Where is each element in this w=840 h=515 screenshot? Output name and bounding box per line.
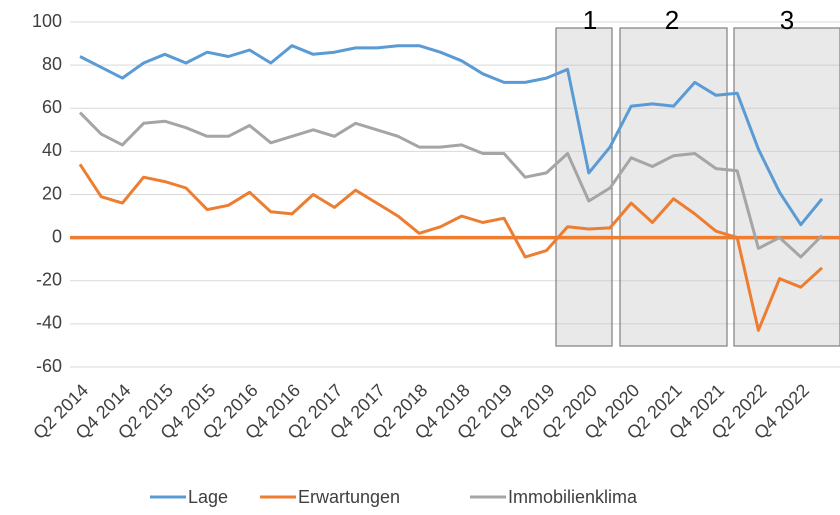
y-tick-label: -40 [36,313,62,333]
y-tick-label: 0 [52,226,62,246]
y-tick-label: -60 [36,356,62,376]
highlight-box [733,27,840,347]
legend-label: Erwartungen [298,487,400,507]
legend-label: Lage [188,487,228,507]
y-tick-label: 40 [42,140,62,160]
y-tick-label: 80 [42,54,62,74]
annotation: 3 [780,5,794,35]
series-line [79,44,824,227]
annotation: 1 [583,5,597,35]
y-tick-label: 60 [42,97,62,117]
series-line [78,111,824,259]
annotation: 2 [665,5,679,35]
y-tick-label: 100 [32,11,62,31]
legend-label: Immobilienklima [508,487,638,507]
series-line [78,163,824,332]
highlight-box [619,27,728,347]
y-tick-label: 20 [42,183,62,203]
y-tick-label: -20 [36,270,62,290]
